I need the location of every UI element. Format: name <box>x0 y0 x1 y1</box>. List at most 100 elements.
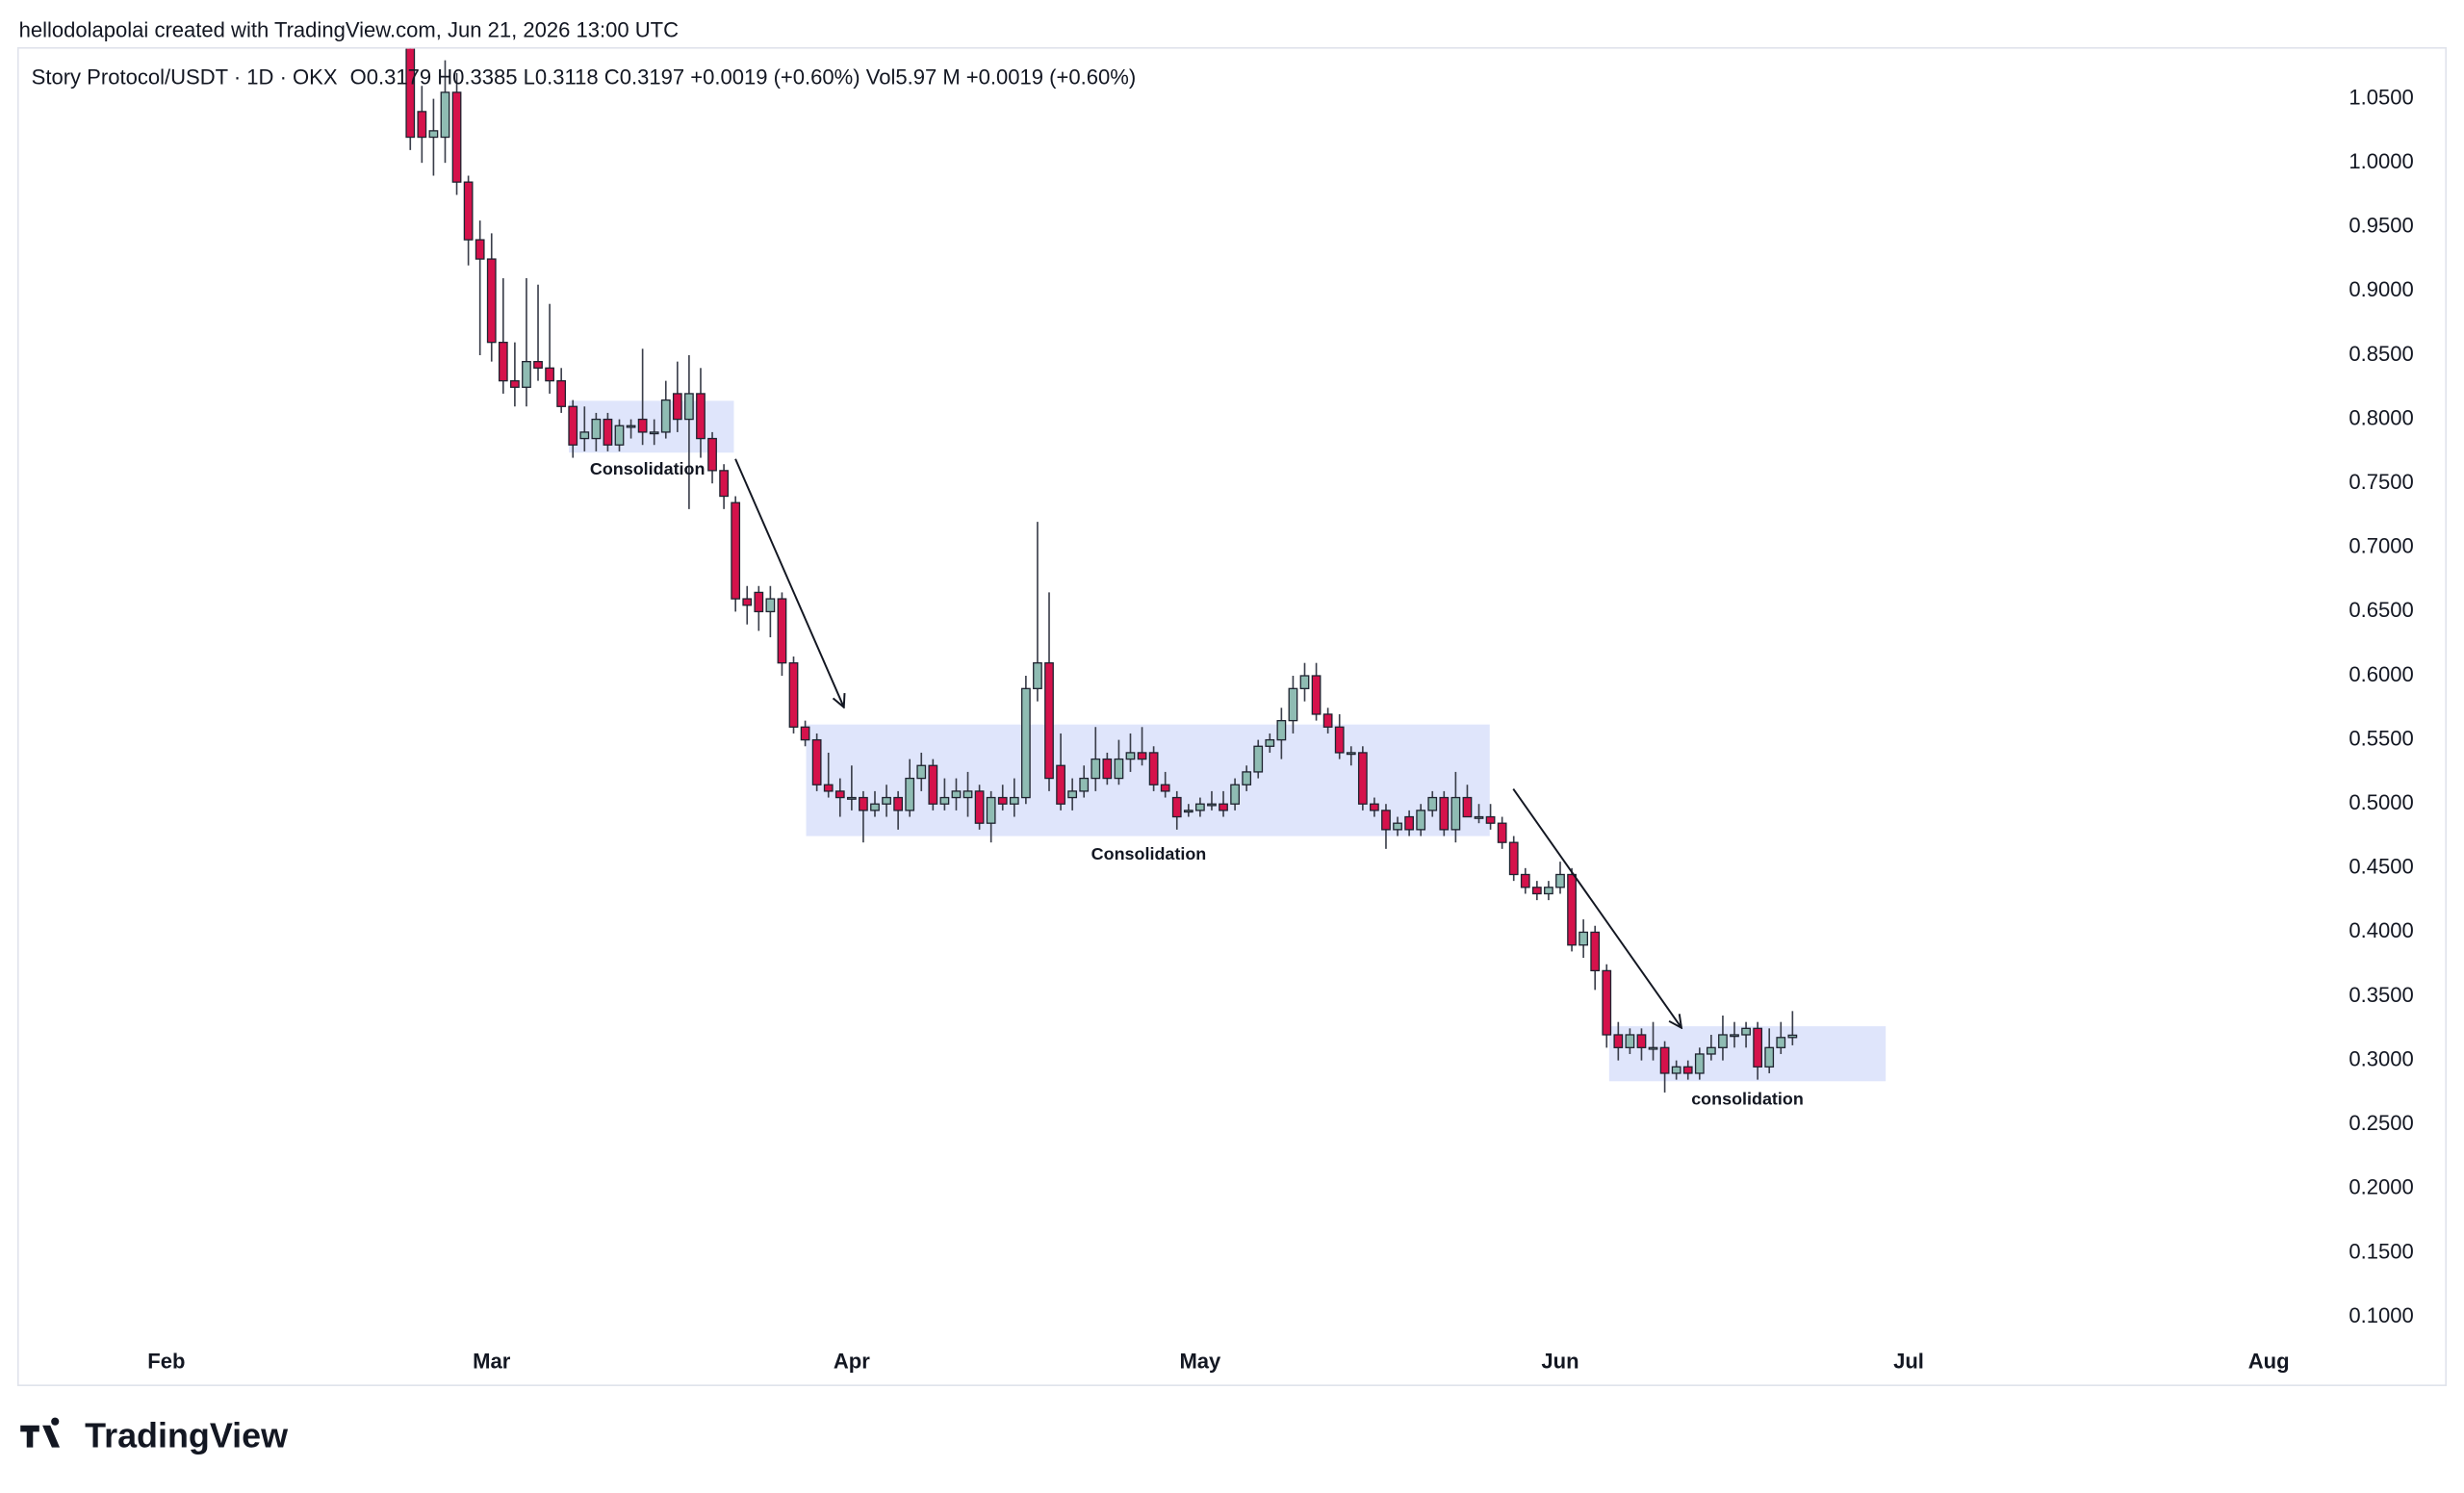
y-tick-label: 0.2000 <box>2348 1175 2413 1199</box>
y-tick-label: 0.9500 <box>2348 214 2413 238</box>
candle-body <box>800 726 810 741</box>
brand-logo: TradingView <box>20 1415 288 1454</box>
candle-body <box>1044 662 1054 780</box>
y-tick-label: 0.8500 <box>2348 342 2413 366</box>
candle-body <box>707 437 717 472</box>
trend-arrow <box>1512 788 1681 1028</box>
candle-body <box>1183 810 1194 813</box>
x-tick-label: Apr <box>834 1349 870 1373</box>
candle-body <box>1067 790 1078 799</box>
candle-body <box>962 790 973 799</box>
candle-body <box>533 360 543 369</box>
consolidation-zone <box>806 724 1490 837</box>
candle-body <box>1474 815 1484 819</box>
candle-body <box>1265 738 1275 747</box>
chart-frame <box>16 46 2448 1386</box>
candle-body <box>777 598 787 664</box>
y-tick-label: 0.1500 <box>2348 1239 2413 1263</box>
candle-body <box>1531 887 1542 895</box>
candle-body <box>1346 752 1356 756</box>
candle-body <box>417 111 427 139</box>
symbol-title: Story Protocol/USDT · 1D · OKX O0.3179 H0… <box>32 64 1137 89</box>
candle-body <box>1033 662 1042 689</box>
candle-body <box>556 379 567 407</box>
candle-body <box>1207 803 1217 807</box>
candle-body <box>1741 1027 1751 1036</box>
candle-body <box>939 796 950 805</box>
candle-body <box>1091 758 1101 780</box>
candle-body <box>1682 1066 1693 1074</box>
y-tick-label: 1.0000 <box>2348 149 2413 173</box>
candle-body <box>846 796 857 800</box>
candle-body <box>905 777 915 811</box>
candle-body <box>823 784 834 792</box>
candle-body <box>916 764 927 780</box>
candle-body <box>870 803 880 811</box>
y-tick-label: 0.6000 <box>2348 662 2413 686</box>
candle-body <box>498 342 508 382</box>
candle-body <box>986 796 996 824</box>
candle-body <box>1299 675 1310 689</box>
candle-body <box>428 130 439 139</box>
candle-body <box>1357 752 1368 805</box>
candle-body <box>974 790 985 824</box>
candle-body <box>1334 726 1345 754</box>
candle-body <box>788 662 799 728</box>
logo-mark <box>20 1417 61 1448</box>
candle-body <box>1311 675 1322 715</box>
candle-body <box>1322 713 1333 728</box>
ohlc-legend: O0.3179 H0.3385 L0.3118 C0.3197 +0.0019 … <box>350 64 1137 89</box>
candle-body <box>859 796 868 811</box>
candle-body <box>1578 931 1589 946</box>
candle-body <box>719 470 729 498</box>
candle-body <box>811 738 822 785</box>
candle-body <box>1625 1034 1635 1048</box>
candle-body <box>997 796 1008 805</box>
candle-body <box>510 379 520 388</box>
candle-body <box>1485 815 1496 824</box>
header-text: hellodolapolai created with TradingView.… <box>19 17 680 41</box>
candle-body <box>1195 803 1205 811</box>
candle-body <box>1020 687 1031 799</box>
y-tick-label: 0.3500 <box>2348 983 2413 1007</box>
candle-body <box>1636 1034 1647 1048</box>
candle-body <box>626 425 636 428</box>
y-tick-label: 0.4000 <box>2348 918 2413 942</box>
candle-body <box>765 598 776 613</box>
x-tick-label: Jun <box>1541 1349 1578 1373</box>
candle-body <box>1544 887 1553 895</box>
candle-body <box>882 796 891 805</box>
candle-body <box>1253 745 1264 773</box>
candle-body <box>1148 752 1159 785</box>
candle-body <box>660 399 671 433</box>
y-tick-label: 0.4500 <box>2348 855 2413 879</box>
x-tick-label: Feb <box>147 1349 185 1373</box>
candle-body <box>1160 784 1170 792</box>
candle-body <box>1171 796 1182 818</box>
candle-body <box>1219 803 1228 811</box>
candle-body <box>545 367 554 382</box>
x-tick-label: Aug <box>2248 1349 2290 1373</box>
candle-body <box>1450 796 1461 831</box>
candle-body <box>637 418 648 433</box>
candle-body <box>1056 764 1065 805</box>
candle-body <box>1416 810 1426 831</box>
candle-body <box>1497 822 1507 843</box>
y-tick-label: 0.3000 <box>2348 1046 2413 1070</box>
candle-body <box>1114 758 1124 780</box>
candle-body <box>1520 873 1530 888</box>
candle-body <box>591 418 602 440</box>
candle-body <box>1079 777 1090 792</box>
candle-body <box>1439 796 1450 831</box>
brand-name: TradingView <box>85 1415 288 1454</box>
candle-body <box>568 405 578 446</box>
y-tick-label: 0.7500 <box>2348 470 2413 494</box>
candle-body <box>672 393 682 421</box>
candle-body <box>1137 752 1147 760</box>
candle-body <box>1462 796 1473 818</box>
candle-body <box>1508 841 1519 876</box>
candle-body <box>1694 1053 1705 1074</box>
annotation: Consolidation <box>1091 844 1207 863</box>
candle-body <box>451 91 462 183</box>
